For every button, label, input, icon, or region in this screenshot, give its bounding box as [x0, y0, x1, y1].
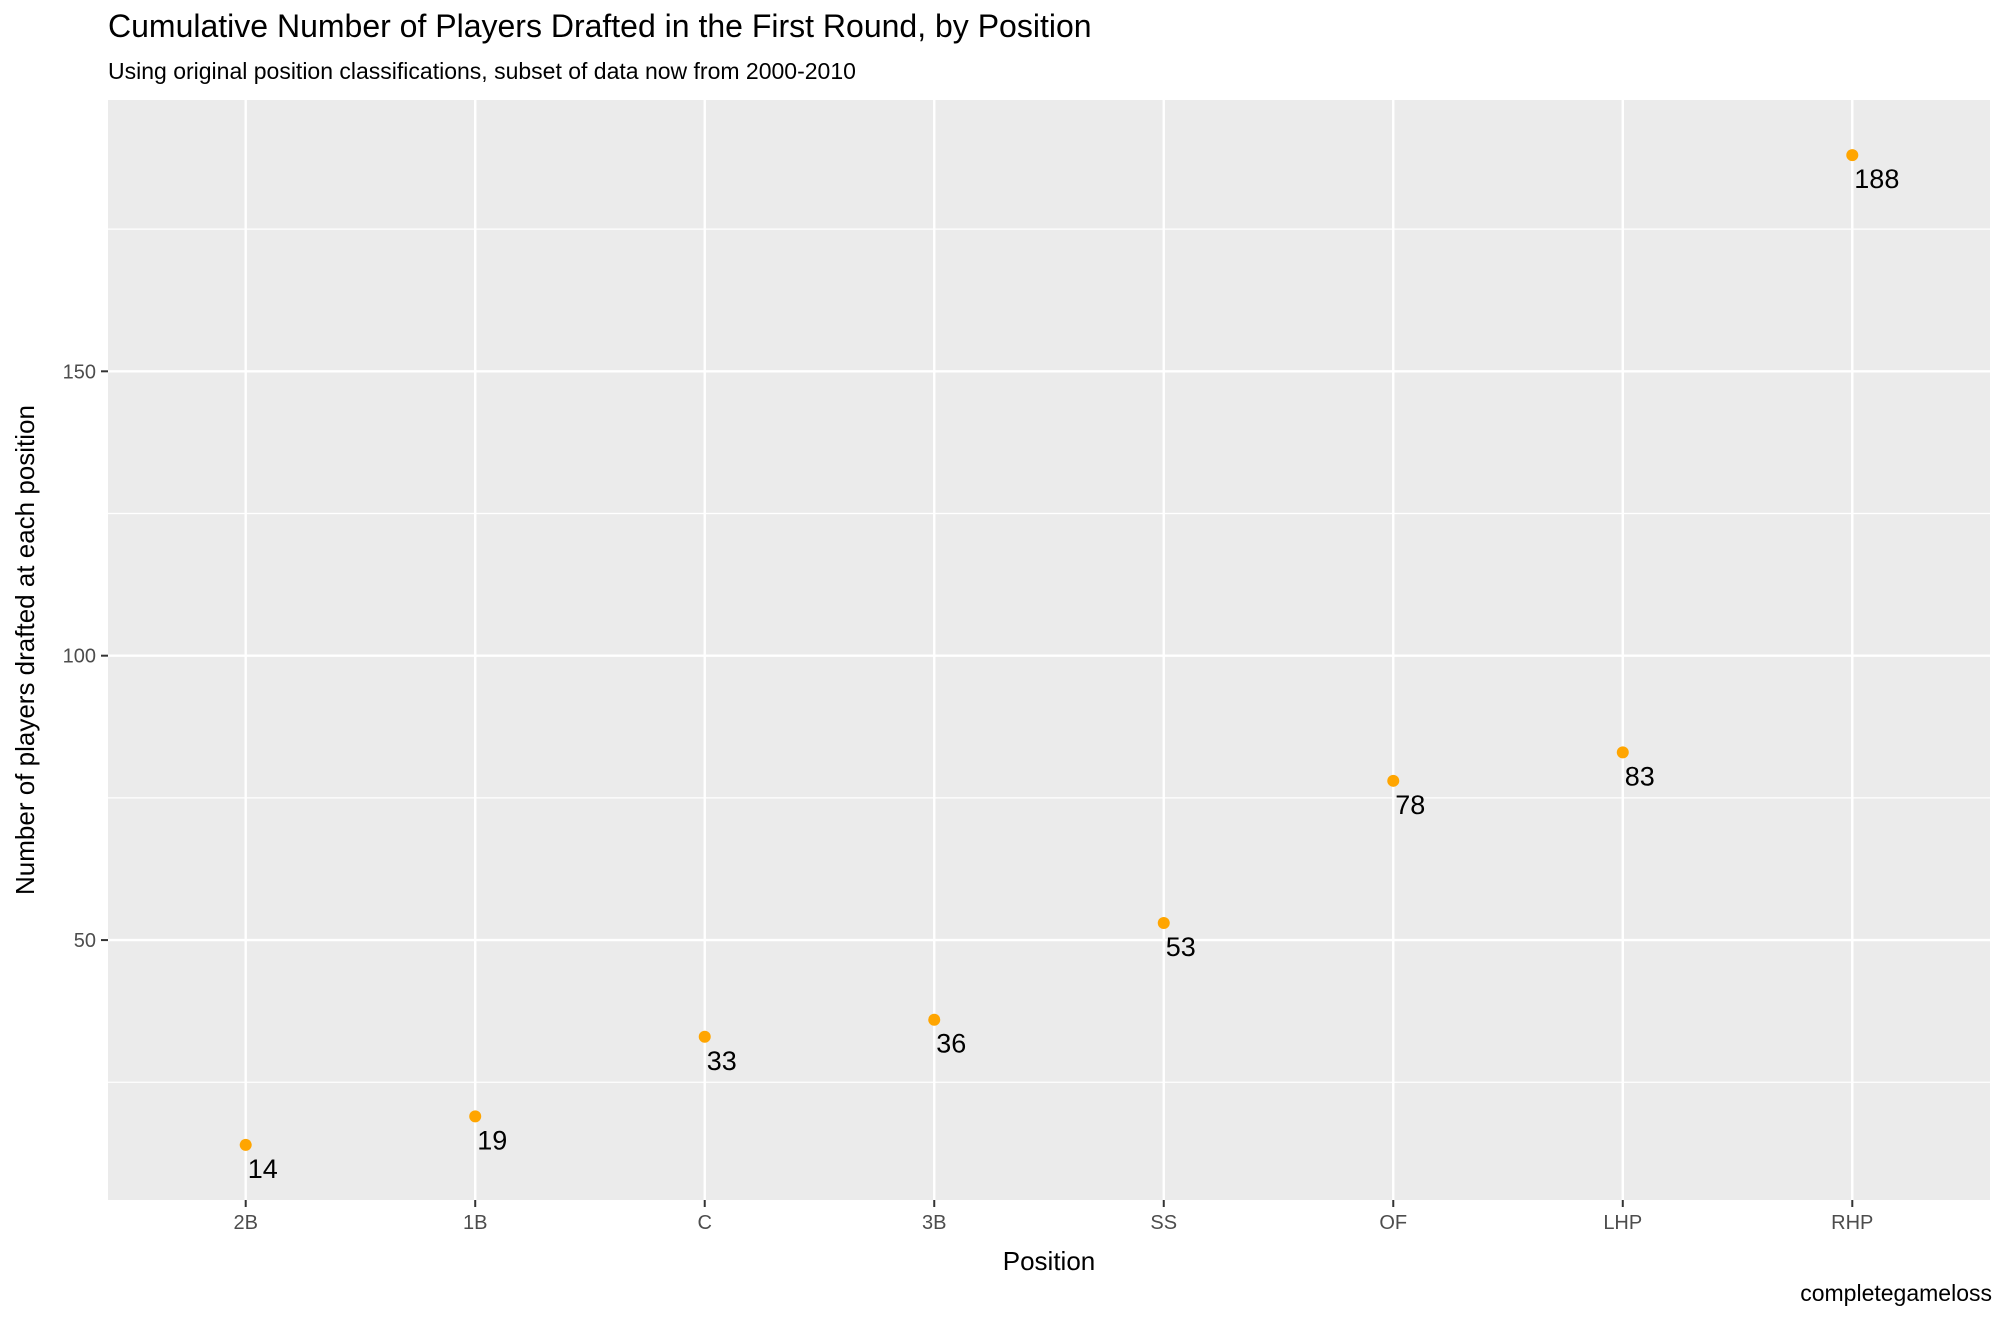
data-label: 19	[477, 1125, 507, 1155]
data-point	[1157, 917, 1170, 930]
data-label: 83	[1625, 761, 1655, 791]
data-point	[469, 1110, 482, 1123]
y-tick-label: 100	[63, 646, 96, 668]
plot-panel	[108, 100, 1990, 1200]
x-tick-label: RHP	[1831, 1212, 1873, 1234]
minor-gridlines	[108, 228, 1990, 1083]
data-points	[239, 149, 1859, 1151]
chart-caption: completegameloss	[1800, 1280, 1992, 1306]
x-axis-title: Position	[1003, 1246, 1096, 1276]
y-tick-label: 50	[74, 930, 96, 952]
x-tick-label: OF	[1379, 1212, 1407, 1234]
x-tick-label: 3B	[922, 1212, 946, 1234]
x-tick-label: C	[698, 1212, 712, 1234]
y-axis: 50 100 150	[63, 361, 108, 952]
y-axis-title: Number of players drafted at each positi…	[10, 405, 40, 895]
chart-subtitle: Using original position classifications,…	[108, 58, 856, 84]
data-label: 78	[1395, 790, 1425, 820]
data-labels: 14 19 33 36 53 78 83 188	[248, 164, 1900, 1184]
data-label: 188	[1854, 164, 1899, 194]
x-tick-label: 2B	[233, 1212, 257, 1234]
data-point	[1387, 774, 1400, 787]
x-tick-label: LHP	[1603, 1212, 1642, 1234]
data-label: 14	[248, 1154, 278, 1184]
data-point	[698, 1030, 711, 1043]
major-gridlines	[108, 100, 1990, 1200]
chart-title: Cumulative Number of Players Drafted in …	[108, 8, 1092, 44]
y-tick-label: 150	[63, 361, 96, 383]
data-label: 36	[936, 1029, 966, 1059]
data-label: 33	[707, 1046, 737, 1076]
data-point	[239, 1138, 252, 1151]
data-point	[1616, 746, 1629, 759]
x-tick-label: 1B	[463, 1212, 487, 1234]
x-tick-label: SS	[1150, 1212, 1177, 1234]
data-label: 53	[1166, 932, 1196, 962]
data-point	[928, 1013, 941, 1026]
x-axis: 2B 1B C 3B SS OF LHP RHP	[233, 1200, 1873, 1234]
data-point	[1846, 149, 1859, 162]
